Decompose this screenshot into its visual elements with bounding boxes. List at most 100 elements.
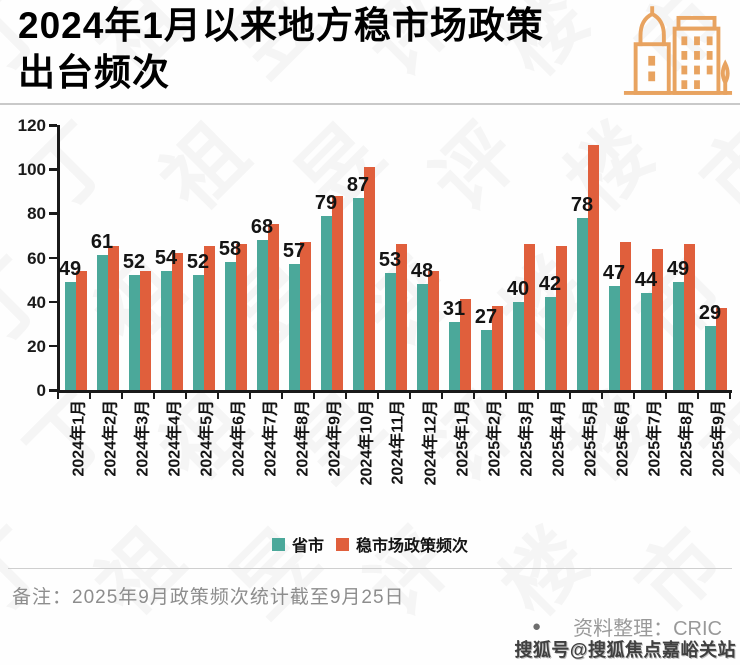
x-axis-label-text: 2024年11月 [390, 400, 407, 485]
bar-group: 52 [187, 125, 220, 390]
x-axis-label: 2024年8月 [281, 400, 313, 525]
bar-value-label: 53 [378, 248, 402, 271]
y-tick-label: 20 [27, 336, 46, 356]
bar-group: 78 [571, 125, 604, 390]
title-line-2: 出台频次 [18, 52, 170, 93]
bar-稳市场政策频次 [556, 246, 567, 390]
bar-group: 52 [122, 125, 156, 390]
x-tick-mark [569, 392, 571, 399]
y-tick-label: 80 [27, 204, 46, 224]
x-tick-mark [729, 392, 731, 399]
y-tick-mark [49, 344, 57, 348]
bar-稳市场政策频次 [460, 299, 471, 390]
x-tick-mark [121, 392, 123, 399]
bar-value-label: 40 [506, 277, 530, 300]
x-axis-label: 2025年8月 [665, 400, 697, 525]
bar-value-label: 58 [218, 237, 242, 260]
bullet-icon: ● [532, 618, 542, 635]
bar-稳市场政策频次 [396, 244, 407, 390]
bar-value-label: 44 [634, 268, 658, 291]
y-tick-mark [49, 389, 57, 392]
bar-group: 61 [90, 125, 124, 390]
x-axis-label-text: 2025年6月 [614, 400, 631, 477]
x-axis-label: 2024年11月 [377, 400, 409, 525]
x-axis-label-text: 2024年10月 [358, 400, 375, 486]
bar-value-label: 52 [122, 251, 146, 274]
bar-省市 [609, 286, 620, 390]
bar-稳市场政策频次 [428, 270, 439, 390]
x-axis-label-text: 2024年1月 [70, 400, 87, 477]
x-tick-mark [505, 392, 507, 399]
bar-group: 40 [506, 125, 540, 390]
y-tick-label: 40 [27, 292, 46, 312]
bar-value-label: 54 [154, 246, 178, 269]
x-tick-mark [377, 392, 379, 399]
x-axis-label-text: 2024年8月 [294, 400, 311, 477]
bar-省市 [545, 297, 556, 390]
x-tick-mark [89, 392, 91, 399]
x-axis-label: 2024年2月 [89, 400, 121, 525]
y-tick-label: 0 [36, 381, 46, 400]
bar-group: 57 [283, 125, 316, 390]
bar-省市 [705, 325, 716, 390]
bar-省市 [257, 239, 268, 390]
x-axis-label: 2024年1月 [57, 400, 89, 525]
x-axis-label: 2025年3月 [505, 400, 537, 525]
bar-group: 44 [634, 125, 668, 390]
x-tick-mark [409, 392, 411, 399]
x-axis-label-text: 2025年4月 [550, 400, 567, 477]
x-tick-mark [249, 392, 251, 399]
x-axis-label-text: 2024年2月 [102, 400, 119, 477]
x-tick-mark [601, 392, 603, 399]
bar-稳市场政策频次 [524, 244, 535, 390]
bar-value-label: 87 [346, 173, 370, 196]
bar-group: 27 [475, 125, 508, 390]
bar-稳市场政策频次 [620, 242, 631, 390]
x-axis-label: 2025年7月 [633, 400, 665, 525]
bar-稳市场政策频次 [684, 244, 695, 390]
bar-稳市场政策频次 [652, 248, 663, 390]
x-axis-label: 2025年6月 [601, 400, 633, 525]
bar-group: 53 [378, 125, 412, 390]
bar-省市 [97, 255, 108, 390]
bar-省市 [641, 292, 652, 390]
x-tick-mark [57, 392, 59, 399]
legend-label: 稳市场政策频次 [356, 538, 469, 555]
x-axis-label: 2025年1月 [441, 400, 473, 525]
x-axis-label: 2025年2月 [473, 400, 505, 525]
x-tick-mark [441, 392, 443, 399]
legend-label: 省市 [291, 538, 324, 555]
bar-稳市场政策频次 [204, 246, 215, 390]
bar-value-label: 49 [58, 257, 82, 280]
bar-稳市场政策频次 [236, 244, 247, 390]
legend-swatch [336, 537, 349, 551]
bar-稳市场政策频次 [588, 144, 599, 390]
bar-value-label: 47 [602, 262, 626, 285]
bar-省市 [577, 217, 588, 390]
bar-group: 49 [667, 125, 700, 390]
bar-稳市场政策频次 [76, 270, 87, 390]
y-tick-label: 60 [27, 248, 46, 268]
x-axis-label-text: 2025年2月 [486, 400, 503, 477]
bar-value-label: 61 [90, 231, 114, 254]
bar-省市 [289, 264, 300, 390]
x-tick-mark [697, 392, 699, 399]
x-axis-label-text: 2025年1月 [454, 400, 471, 477]
bar-省市 [129, 275, 140, 390]
page-title: 2024年1月以来地方稳市场政策 出台频次 [18, 2, 544, 96]
source-row: ● 资料整理：CRIC [532, 612, 722, 641]
bar-group: 31 [443, 125, 476, 390]
bar-group: 47 [602, 125, 636, 390]
x-axis-label: 2024年9月 [313, 400, 345, 525]
bar-value-label: 79 [314, 191, 338, 214]
bar-group: 79 [314, 125, 348, 390]
bar-省市 [193, 275, 204, 390]
x-axis-label: 2024年6月 [217, 400, 249, 525]
x-tick-mark [633, 392, 635, 399]
bar-group: 58 [218, 125, 252, 390]
x-tick-mark [473, 392, 475, 399]
x-tick-mark [345, 392, 347, 399]
bar-稳市场政策频次 [300, 242, 311, 390]
x-axis-label-text: 2024年4月 [166, 400, 183, 477]
x-axis-label-text: 2024年7月 [262, 400, 279, 477]
